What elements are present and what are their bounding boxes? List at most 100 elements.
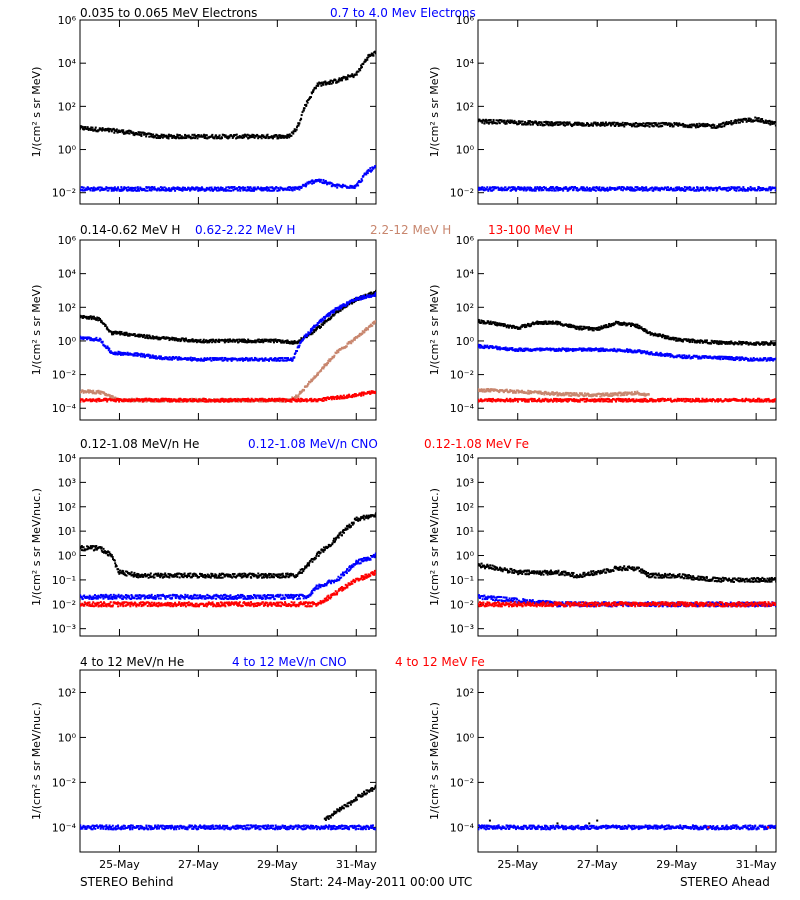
- data-point: [124, 333, 127, 336]
- data-point: [152, 400, 155, 403]
- data-point: [271, 186, 274, 189]
- data-point: [203, 357, 206, 360]
- data-point: [680, 123, 683, 126]
- data-point: [487, 189, 490, 192]
- data-point: [208, 398, 211, 401]
- data-point: [227, 341, 230, 344]
- data-point: [317, 84, 320, 87]
- data-point: [153, 355, 156, 358]
- y-tick-label: 10⁻⁴: [52, 402, 77, 415]
- data-point: [644, 189, 647, 192]
- data-point: [148, 135, 151, 138]
- data-point: [99, 338, 102, 341]
- data-point: [569, 323, 572, 326]
- data-point: [122, 400, 125, 403]
- data-point: [694, 124, 697, 127]
- data-point: [92, 389, 95, 392]
- data-point: [118, 330, 121, 333]
- data-point: [655, 333, 658, 336]
- data-point: [286, 340, 289, 343]
- data-point: [742, 186, 745, 189]
- data-point: [314, 398, 317, 401]
- data-point: [503, 348, 506, 351]
- data-point: [315, 327, 318, 330]
- data-point: [295, 128, 298, 131]
- data-point: [551, 122, 554, 125]
- data-point: [298, 185, 301, 188]
- data-point: [536, 321, 539, 324]
- data-point: [184, 134, 187, 137]
- data-point: [631, 323, 634, 326]
- data-point: [187, 187, 190, 190]
- data-point: [274, 357, 277, 360]
- data-point: [360, 178, 363, 181]
- data-point: [254, 134, 257, 137]
- data-point: [497, 323, 500, 326]
- data-point: [576, 123, 579, 126]
- data-point: [559, 121, 562, 124]
- data-point: [310, 96, 313, 99]
- data-point: [85, 315, 88, 318]
- data-point: [489, 187, 492, 190]
- data-point: [220, 399, 223, 402]
- data-point: [92, 315, 95, 318]
- data-point: [496, 348, 499, 351]
- data-point: [664, 336, 667, 339]
- data-point: [109, 351, 112, 354]
- data-point: [634, 186, 637, 189]
- data-point: [362, 394, 365, 397]
- data-point: [250, 189, 253, 192]
- series-1: [80, 165, 376, 192]
- data-point: [290, 134, 293, 137]
- data-point: [240, 400, 243, 403]
- data-point: [107, 329, 110, 332]
- data-point: [374, 289, 376, 292]
- data-point: [187, 340, 190, 343]
- data-point: [317, 373, 320, 376]
- data-point: [179, 137, 182, 140]
- data-point: [330, 82, 333, 85]
- data-point: [144, 336, 147, 339]
- data-point: [735, 189, 738, 192]
- data-point: [657, 334, 660, 337]
- data-point: [122, 351, 125, 354]
- data-point: [542, 189, 545, 192]
- data-point: [478, 318, 480, 321]
- data-point: [173, 339, 176, 342]
- data-point: [687, 339, 690, 342]
- data-point: [151, 335, 154, 338]
- data-point: [189, 339, 192, 342]
- data-point: [131, 187, 134, 190]
- data-point: [491, 189, 494, 192]
- data-point: [305, 336, 308, 339]
- data-point: [519, 121, 522, 124]
- data-point: [688, 188, 691, 191]
- data-point: [571, 124, 574, 127]
- data-point: [291, 189, 294, 192]
- data-point: [520, 186, 523, 189]
- data-point: [296, 400, 299, 403]
- data-point: [297, 124, 300, 127]
- data-point: [330, 315, 333, 318]
- data-point: [550, 187, 553, 190]
- data-point: [517, 120, 520, 123]
- data-point: [315, 180, 318, 183]
- y-tick-label: 10⁰: [58, 335, 77, 348]
- data-point: [598, 328, 601, 331]
- data-point: [286, 359, 289, 362]
- data-point: [745, 118, 748, 121]
- data-point: [583, 187, 586, 190]
- data-point: [158, 336, 161, 339]
- data-point: [267, 188, 270, 191]
- data-point: [504, 324, 507, 327]
- data-point: [162, 398, 165, 401]
- data-point: [741, 188, 744, 191]
- data-point: [568, 121, 571, 124]
- data-point: [139, 355, 142, 358]
- data-point: [148, 189, 151, 192]
- data-point: [711, 340, 714, 343]
- data-point: [153, 186, 156, 189]
- data-point: [82, 336, 85, 339]
- data-point: [199, 338, 202, 341]
